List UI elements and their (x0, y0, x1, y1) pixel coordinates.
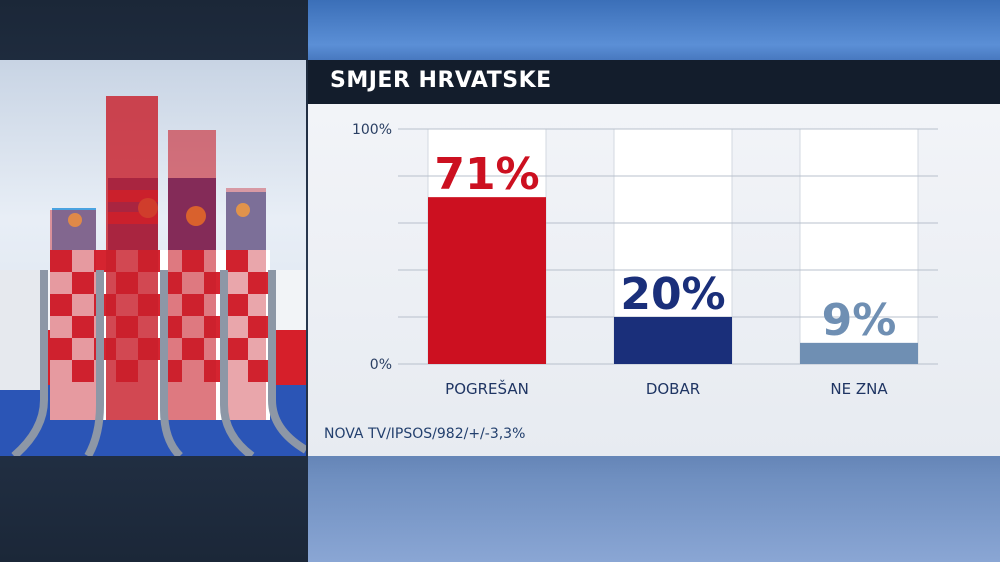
bar-value-label: 20% (620, 269, 725, 320)
category-label: DOBAR (646, 380, 700, 398)
category-label: NE ZNA (830, 380, 888, 398)
bar-chart: 100% 0% 71% POGREŠAN 20% DOBAR 9% NE ZNA (352, 122, 938, 398)
flag-illustration (0, 96, 306, 456)
chart-panel: 100% 0% 71% POGREŠAN 20% DOBAR 9% NE ZNA NOVA T… (308, 104, 1000, 456)
source-note: NOVA TV/IPSOS/982/+/-3,3% (324, 426, 526, 442)
bar (800, 342, 918, 364)
y-tick-label: 100% (352, 122, 392, 138)
y-tick-label: 0% (370, 357, 392, 373)
title-bar: SMJER HRVATSKE (308, 60, 1000, 104)
bar-value-label: 71% (434, 149, 539, 200)
bar (614, 317, 732, 364)
category-label: POGREŠAN (445, 379, 529, 398)
bar-value-label: 9% (822, 295, 897, 346)
bar (428, 197, 546, 364)
chart-title: SMJER HRVATSKE (330, 68, 552, 93)
croatian-flag-image (0, 60, 306, 456)
